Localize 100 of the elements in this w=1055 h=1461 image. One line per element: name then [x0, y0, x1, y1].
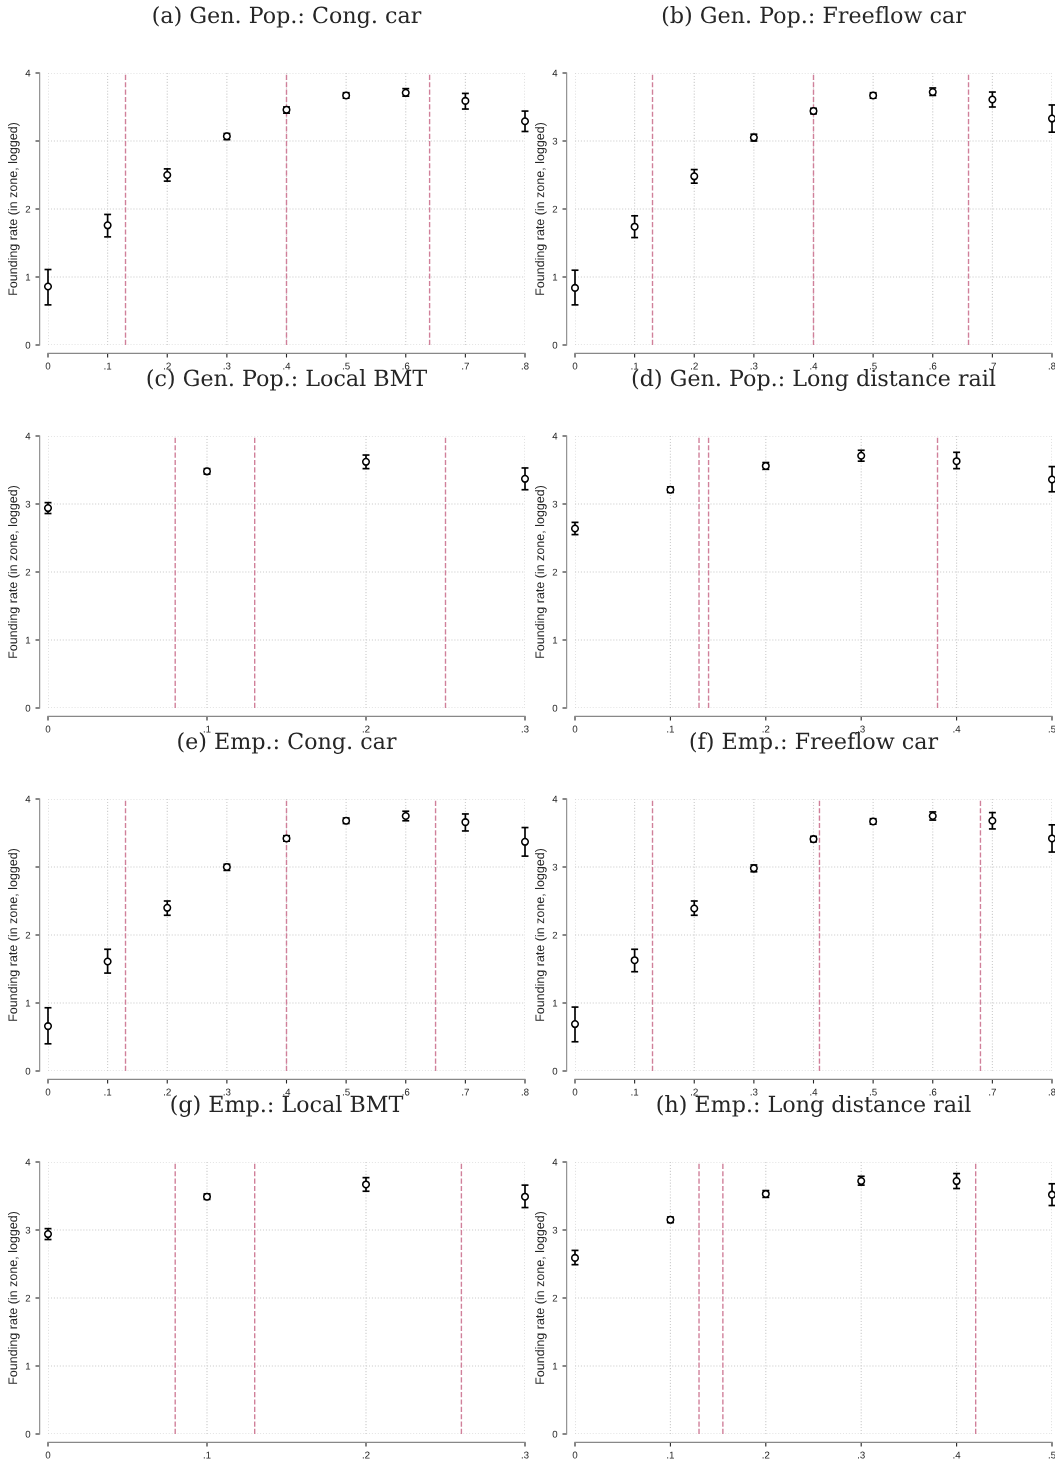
x-tick-label: .3 — [750, 1088, 758, 1096]
point — [1047, 475, 1055, 484]
x-tick-label: 0 — [45, 725, 51, 733]
x-tick-label: .4 — [810, 1088, 818, 1096]
x-tick-label: .3 — [223, 362, 231, 370]
point — [630, 222, 639, 231]
y-axis-title: Founding rate (in zone, logged) — [8, 485, 20, 658]
y-tick-label: 2 — [25, 568, 31, 576]
x-tick-label: .6 — [402, 1088, 410, 1096]
x-tick-label: .1 — [203, 725, 211, 733]
chart-title: (c) Gen. Pop.: Local BMT — [147, 369, 427, 391]
y-tick-label: 3 — [552, 1226, 558, 1234]
x-tick-label: .8 — [521, 362, 529, 370]
x-tick-label: .3 — [858, 725, 865, 733]
y-tick-label: 0 — [25, 1067, 31, 1075]
y-tick-label: 0 — [25, 704, 31, 712]
point — [1047, 1190, 1055, 1199]
x-tick-label: .8 — [1048, 362, 1055, 370]
x-tick-label: 0 — [45, 1451, 51, 1459]
x-tick-label: .1 — [104, 1088, 112, 1096]
point — [952, 1177, 961, 1186]
x-tick-label: .1 — [631, 1088, 639, 1096]
point — [988, 816, 997, 825]
y-tick-label: 4 — [552, 1158, 558, 1166]
x-tick-label: .4 — [953, 725, 961, 733]
point — [43, 1022, 53, 1031]
point — [520, 474, 530, 483]
y-tick-label: 1 — [552, 636, 558, 644]
x-tick-label: .5 — [869, 362, 877, 370]
point — [461, 818, 470, 827]
y-tick-label: 1 — [25, 1362, 31, 1370]
x-tick-label: 0 — [572, 1088, 578, 1096]
x-tick-label: .2 — [691, 1088, 698, 1096]
y-tick-label: 4 — [25, 795, 31, 803]
point — [520, 1192, 530, 1201]
x-tick-label: .7 — [989, 362, 996, 370]
y-tick-label: 1 — [552, 1362, 558, 1370]
point — [988, 95, 997, 104]
chart-title: (b) Gen. Pop.: Freeflow car — [662, 6, 966, 28]
y-tick-label: 2 — [552, 931, 558, 939]
point — [361, 457, 371, 466]
chart-title: (d) Gen. Pop.: Long distance rail — [632, 369, 996, 391]
y-tick-label: 4 — [552, 795, 558, 803]
chart-title: (a) Gen. Pop.: Cong. car — [153, 6, 422, 28]
y-tick-label: 0 — [25, 341, 31, 349]
x-tick-label: .5 — [869, 1088, 877, 1096]
point — [690, 904, 699, 913]
y-tick-label: 0 — [552, 1430, 558, 1438]
y-tick-label: 2 — [552, 1294, 558, 1302]
point — [461, 96, 470, 105]
y-tick-label: 2 — [552, 568, 558, 576]
y-tick-label: 0 — [25, 1430, 31, 1438]
y-tick-label: 2 — [552, 205, 558, 213]
y-tick-label: 3 — [552, 500, 558, 508]
y-tick-label: 0 — [552, 1067, 558, 1075]
point — [520, 837, 530, 846]
y-tick-label: 0 — [552, 704, 558, 712]
x-tick-label: .4 — [283, 1088, 291, 1096]
x-tick-label: .7 — [462, 1088, 469, 1096]
x-tick-label: 0 — [572, 362, 578, 370]
y-axis-title: Founding rate (in zone, logged) — [8, 848, 20, 1021]
y-tick-label: 4 — [25, 432, 31, 440]
x-tick-label: .8 — [521, 1088, 529, 1096]
y-axis-title: Founding rate (in zone, logged) — [8, 1211, 20, 1384]
y-axis-title: Founding rate (in zone, logged) — [535, 848, 547, 1021]
x-tick-label: 0 — [45, 1088, 51, 1096]
y-tick-label: 1 — [552, 999, 558, 1007]
x-tick-label: .7 — [989, 1088, 996, 1096]
x-tick-label: .1 — [667, 1451, 674, 1459]
x-tick-label: .1 — [631, 362, 639, 370]
y-tick-label: 3 — [552, 863, 558, 871]
x-tick-label: .5 — [1048, 1451, 1055, 1459]
x-tick-label: .3 — [521, 725, 529, 733]
y-tick-label: 3 — [25, 1226, 31, 1234]
y-tick-label: 2 — [25, 931, 31, 939]
y-axis-title: Founding rate (in zone, logged) — [535, 1211, 547, 1384]
y-tick-label: 4 — [25, 69, 31, 77]
y-tick-label: 4 — [25, 1158, 31, 1166]
x-tick-label: .5 — [342, 1088, 350, 1096]
y-tick-label: 1 — [552, 273, 558, 281]
y-tick-label: 1 — [25, 273, 31, 281]
point — [1047, 114, 1055, 123]
chart-title: (f) Emp.: Freeflow car — [690, 732, 939, 754]
y-tick-label: 2 — [25, 1294, 31, 1302]
x-tick-label: .3 — [521, 1451, 529, 1459]
x-tick-label: .2 — [362, 725, 370, 733]
x-tick-label: .2 — [164, 1088, 171, 1096]
point — [103, 957, 112, 966]
point — [361, 1180, 371, 1189]
x-tick-label: .1 — [203, 1451, 211, 1459]
x-tick-label: .3 — [858, 1451, 865, 1459]
x-tick-label: .7 — [462, 362, 469, 370]
y-tick-label: 0 — [552, 341, 558, 349]
x-tick-label: .3 — [750, 362, 758, 370]
x-tick-label: .2 — [362, 1451, 370, 1459]
point — [1047, 834, 1055, 843]
point — [570, 1020, 580, 1029]
x-tick-label: .2 — [762, 1451, 770, 1459]
chart-title: (e) Emp.: Cong. car — [178, 732, 397, 754]
x-tick-label: .2 — [762, 725, 770, 733]
